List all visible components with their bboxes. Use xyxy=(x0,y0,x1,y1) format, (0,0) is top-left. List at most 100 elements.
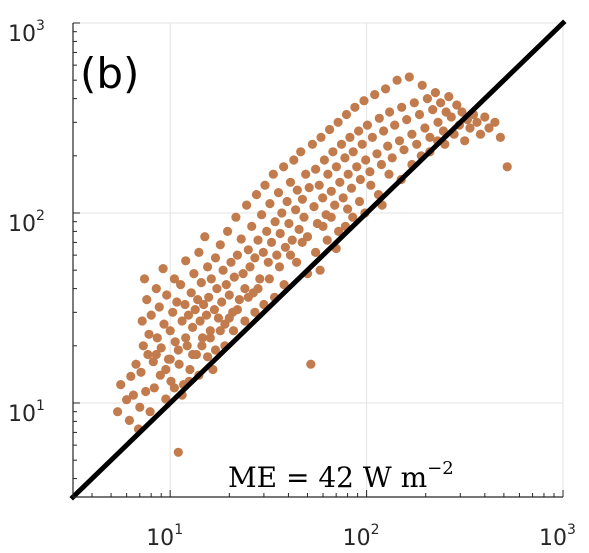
scatter-point xyxy=(113,407,123,417)
scatter-point xyxy=(328,147,338,157)
scatter-point xyxy=(362,120,372,130)
scatter-point xyxy=(255,274,265,284)
scatter-point xyxy=(240,284,250,294)
scatter-point xyxy=(412,139,422,149)
scatter-point xyxy=(243,292,253,302)
scatter-point xyxy=(319,155,329,165)
scatter-point xyxy=(253,284,263,294)
scatter-point xyxy=(124,415,134,425)
scatter-point xyxy=(131,359,141,369)
scatter-point xyxy=(272,250,282,260)
scatter-point xyxy=(331,162,341,172)
scatter-point xyxy=(226,257,236,267)
scatter-point xyxy=(367,132,377,142)
scatter-point xyxy=(326,212,336,222)
scatter-point xyxy=(206,274,216,284)
scatter-point xyxy=(165,354,175,364)
scatter-point xyxy=(139,274,150,284)
scatter-point xyxy=(264,274,274,284)
scatter-point xyxy=(361,155,371,165)
scatter-point xyxy=(436,98,446,108)
scatter-point xyxy=(197,333,208,343)
scatter-point xyxy=(221,280,231,290)
scatter-point xyxy=(425,132,435,142)
scatter-point xyxy=(433,117,443,127)
scatter-point xyxy=(350,102,360,112)
scatter-point xyxy=(311,247,321,257)
scatter-point xyxy=(151,349,161,360)
scatter-point xyxy=(284,218,294,229)
scatter-point xyxy=(348,212,358,222)
scatter-point xyxy=(176,280,186,290)
scatter-point xyxy=(266,237,277,247)
scatter-point xyxy=(480,112,490,122)
scatter-point xyxy=(275,228,285,239)
scatter-point xyxy=(379,126,389,136)
x-tick-exponent: 2 xyxy=(371,522,380,538)
scatter-point xyxy=(495,132,505,142)
scatter-point xyxy=(224,313,234,323)
scatter-point xyxy=(197,341,207,351)
scatter-point xyxy=(148,357,158,367)
scatter-point xyxy=(194,247,204,257)
scatter-point xyxy=(203,352,213,362)
y-tick-base: 10 xyxy=(8,212,36,237)
scatter-point xyxy=(387,153,397,163)
scatter-point xyxy=(265,199,275,209)
scatter-point xyxy=(165,326,175,336)
scatter-point xyxy=(152,333,162,343)
scatter-point xyxy=(141,386,151,397)
scatter-point xyxy=(296,147,306,157)
scatter-point xyxy=(151,284,161,294)
scatter-point xyxy=(137,316,147,326)
scatter-point xyxy=(177,316,187,326)
scatter-point xyxy=(314,180,324,190)
scatter-point xyxy=(196,278,206,288)
scatter-point xyxy=(262,226,272,236)
scatter-point xyxy=(399,145,409,155)
y-tick-base: 10 xyxy=(8,22,36,47)
scatter-point xyxy=(306,359,316,369)
scatter-point xyxy=(258,247,268,257)
scatter-point xyxy=(116,380,126,390)
scatter-point xyxy=(195,316,205,326)
scatter-point xyxy=(250,307,260,317)
x-tick-base: 10 xyxy=(146,526,174,551)
scatter-point xyxy=(311,164,321,174)
scatter-point xyxy=(145,407,155,417)
scatter-point xyxy=(155,370,165,380)
scatter-point xyxy=(174,359,184,369)
scatter-point xyxy=(215,240,225,250)
scatter-point xyxy=(417,80,427,90)
scatter-point xyxy=(183,310,194,320)
scatter-point xyxy=(414,109,425,120)
scatter-point xyxy=(138,341,148,351)
scatter-point xyxy=(253,235,263,245)
scatter-point xyxy=(409,98,419,108)
scatter-point xyxy=(142,295,152,305)
scatter-point xyxy=(158,264,168,274)
scatter-point xyxy=(420,123,430,133)
scatter-point xyxy=(247,221,257,231)
scatter-point xyxy=(402,115,412,125)
x-tick-base: 10 xyxy=(539,526,567,551)
scatter-point xyxy=(156,343,166,353)
x-tick-label: 102 xyxy=(343,522,380,551)
scatter-point xyxy=(210,345,221,355)
scatter-point xyxy=(348,147,358,157)
scatter-point xyxy=(376,159,386,170)
scatter-point xyxy=(205,326,215,336)
scatter-point xyxy=(346,183,357,193)
scatter-point xyxy=(390,120,400,130)
me-annotation: ME = 42 W m−2 xyxy=(228,458,454,494)
scatter-point xyxy=(430,88,440,98)
scatter-point xyxy=(215,326,225,336)
scatter-point xyxy=(201,310,212,320)
scatter-point xyxy=(336,139,347,149)
scatter-point xyxy=(285,177,296,187)
scatter-point xyxy=(212,284,222,294)
scatter-point xyxy=(245,262,255,272)
scatter-point xyxy=(280,242,290,252)
scatter-point xyxy=(392,75,402,85)
